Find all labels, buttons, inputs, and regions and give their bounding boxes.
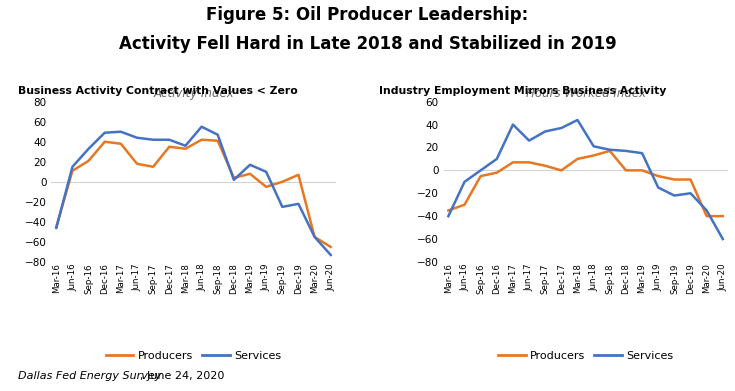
Legend: Producers, Services: Producers, Services bbox=[493, 346, 678, 366]
Title: Hours Worked Index: Hours Worked Index bbox=[526, 88, 645, 100]
Legend: Producers, Services: Producers, Services bbox=[101, 346, 286, 366]
Text: Dallas Fed Energy Survey: Dallas Fed Energy Survey bbox=[18, 371, 162, 381]
Text: Figure 5: Oil Producer Leadership:: Figure 5: Oil Producer Leadership: bbox=[207, 6, 528, 24]
Text: Activity Fell Hard in Late 2018 and Stabilized in 2019: Activity Fell Hard in Late 2018 and Stab… bbox=[118, 35, 617, 53]
Title: Activity Index: Activity Index bbox=[153, 88, 234, 100]
Text: Industry Employment Mirrors Business Activity: Industry Employment Mirrors Business Act… bbox=[379, 86, 666, 96]
Text: , June 24, 2020: , June 24, 2020 bbox=[140, 371, 225, 381]
Text: Business Activity Contract with Values < Zero: Business Activity Contract with Values <… bbox=[18, 86, 298, 96]
